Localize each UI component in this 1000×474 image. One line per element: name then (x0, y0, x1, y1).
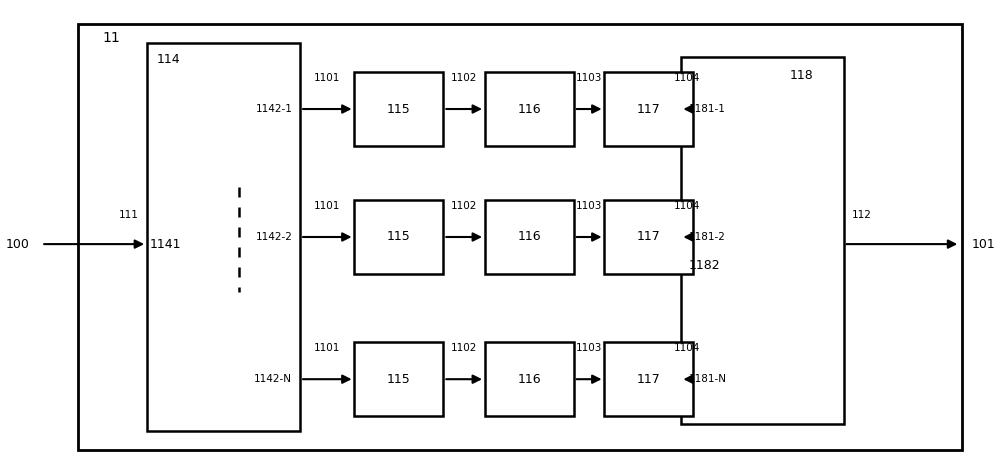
Text: 1102: 1102 (451, 201, 477, 211)
FancyBboxPatch shape (78, 24, 962, 450)
Text: 1142-1: 1142-1 (255, 104, 292, 114)
Text: 115: 115 (387, 373, 411, 386)
Text: 1142-N: 1142-N (254, 374, 292, 384)
Text: 115: 115 (387, 102, 411, 116)
Text: 115: 115 (387, 230, 411, 244)
Text: 111: 111 (119, 210, 139, 220)
Text: 117: 117 (637, 102, 661, 116)
Text: 112: 112 (851, 210, 871, 220)
FancyBboxPatch shape (147, 43, 300, 431)
Text: 118: 118 (789, 69, 813, 82)
Text: 101: 101 (972, 237, 996, 251)
FancyBboxPatch shape (604, 200, 693, 274)
Text: 1104: 1104 (674, 201, 700, 211)
Text: 116: 116 (518, 373, 541, 386)
Text: 116: 116 (518, 102, 541, 116)
Text: 1142-2: 1142-2 (255, 232, 292, 242)
Text: 1181-2: 1181-2 (688, 232, 725, 242)
Text: 11: 11 (103, 31, 120, 45)
Text: 117: 117 (637, 230, 661, 244)
Text: 116: 116 (518, 230, 541, 244)
FancyBboxPatch shape (604, 342, 693, 416)
Text: 1101: 1101 (314, 73, 340, 83)
Text: 1104: 1104 (674, 73, 700, 83)
Text: 1103: 1103 (576, 343, 602, 353)
Text: 100: 100 (6, 237, 29, 251)
FancyBboxPatch shape (485, 200, 574, 274)
Text: 1103: 1103 (576, 73, 602, 83)
Text: 1101: 1101 (314, 343, 340, 353)
Text: 1101: 1101 (314, 201, 340, 211)
FancyBboxPatch shape (354, 200, 443, 274)
Text: 1181-1: 1181-1 (688, 104, 725, 114)
Text: 1103: 1103 (576, 201, 602, 211)
FancyBboxPatch shape (485, 72, 574, 146)
Text: 1102: 1102 (451, 73, 477, 83)
Text: 1182: 1182 (688, 259, 720, 272)
Text: 114: 114 (157, 53, 180, 66)
Text: 1102: 1102 (451, 343, 477, 353)
Text: 1181-N: 1181-N (688, 374, 726, 384)
FancyBboxPatch shape (604, 72, 693, 146)
FancyBboxPatch shape (354, 72, 443, 146)
Text: 1104: 1104 (674, 343, 700, 353)
FancyBboxPatch shape (485, 342, 574, 416)
FancyBboxPatch shape (354, 342, 443, 416)
Text: 117: 117 (637, 373, 661, 386)
FancyBboxPatch shape (681, 57, 844, 424)
Text: 1141: 1141 (150, 237, 181, 251)
